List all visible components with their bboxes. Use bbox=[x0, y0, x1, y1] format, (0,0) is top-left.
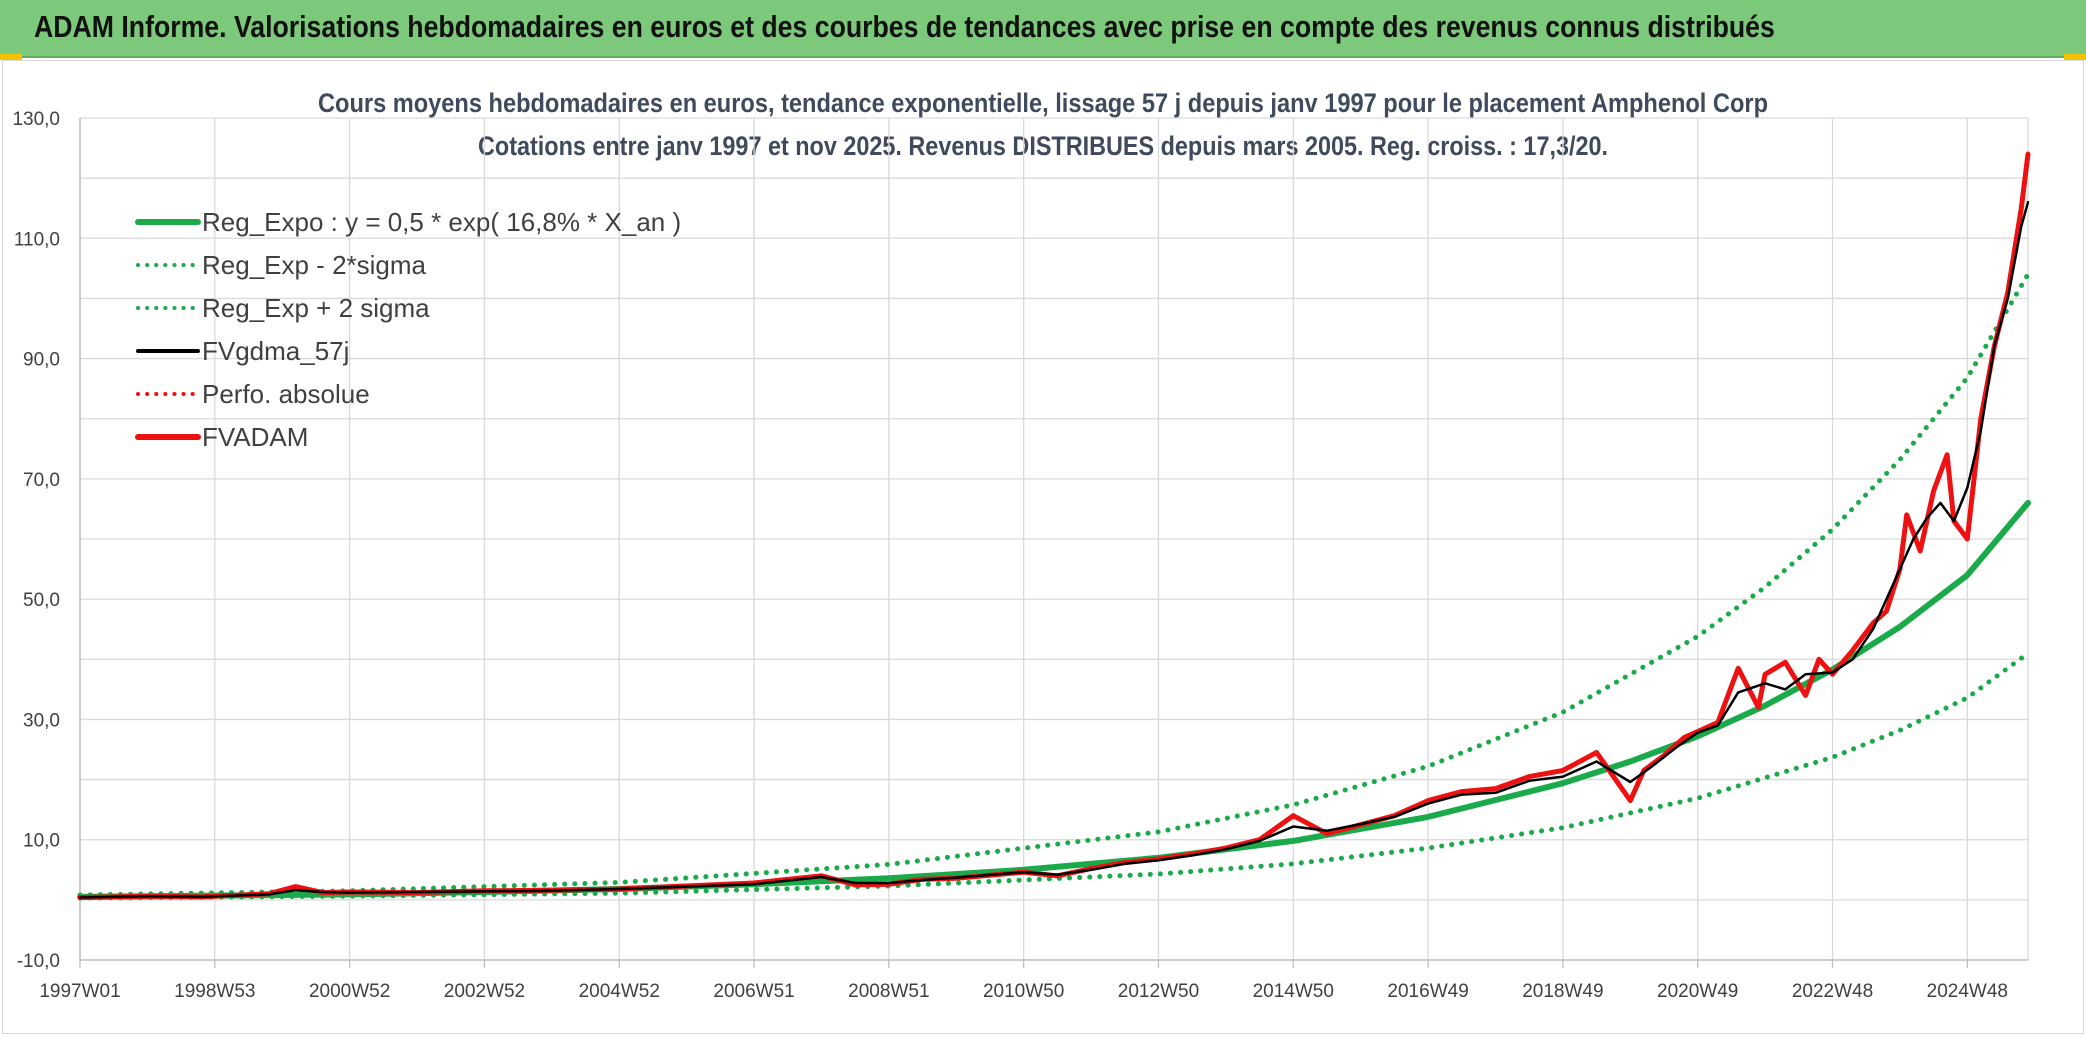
series-reg-plus-2sigma bbox=[77, 271, 2031, 898]
x-tick-label: 1997W01 bbox=[39, 981, 120, 1002]
y-tick-label: 90,0 bbox=[23, 350, 60, 371]
y-tick-label: 10,0 bbox=[23, 831, 60, 852]
legend-label-upper: Reg_Exp + 2 sigma bbox=[202, 293, 430, 323]
banner-corner-left bbox=[0, 54, 22, 60]
x-tick-label: 2004W52 bbox=[579, 981, 660, 1002]
legend: Reg_Expo : y = 0,5 * exp( 16,8% * X_an )… bbox=[135, 207, 681, 452]
report-banner: ADAM Informe. Valorisations hebdomadaire… bbox=[0, 0, 2086, 60]
grid bbox=[79, 117, 2029, 961]
chart-frame bbox=[2, 60, 2084, 1034]
y-tick-label: 110,0 bbox=[14, 229, 60, 250]
x-tick-label: 2012W50 bbox=[1118, 981, 1199, 1002]
series-reg-expo bbox=[77, 499, 2031, 900]
axes: -10,0 10,0 30,0 50,0 70,0 90,0 110,0 130,0 1997W… bbox=[12, 109, 2028, 1002]
series-lines bbox=[77, 151, 2031, 901]
x-tick-label: 1998W53 bbox=[174, 981, 255, 1002]
legend-label-lower: Reg_Exp - 2*sigma bbox=[202, 250, 427, 280]
x-tick-label: 2006W51 bbox=[713, 981, 794, 1002]
y-tick-label: -10,0 bbox=[17, 951, 60, 972]
legend-label-fvgdma: FVgdma_57j bbox=[202, 336, 349, 366]
series-fvgdma-57j bbox=[78, 200, 2030, 899]
legend-label-fvadam: FVADAM bbox=[202, 422, 308, 452]
legend-label-reg: Reg_Expo : y = 0,5 * exp( 16,8% * X_an ) bbox=[202, 207, 681, 237]
chart-title-line-1: Cours moyens hebdomadaires en euros, ten… bbox=[318, 88, 1768, 118]
report-title: ADAM Informe. Valorisations hebdomadaire… bbox=[34, 9, 1775, 44]
x-tick-label: 2018W49 bbox=[1522, 981, 1603, 1002]
x-tick-label: 2020W49 bbox=[1657, 981, 1738, 1002]
y-tick-label: 70,0 bbox=[23, 470, 60, 491]
x-tick-label: 2022W48 bbox=[1792, 981, 1873, 1002]
x-tick-label: 2008W51 bbox=[848, 981, 929, 1002]
x-tick-label: 2000W52 bbox=[309, 981, 390, 1002]
x-tick-label: 2014W50 bbox=[1253, 981, 1334, 1002]
y-tick-label: 130,0 bbox=[12, 109, 60, 130]
y-tick-label: 30,0 bbox=[23, 710, 60, 731]
x-tick-label: 2016W49 bbox=[1387, 981, 1468, 1002]
banner-corner-right bbox=[2064, 54, 2086, 60]
x-tick-label: 2002W52 bbox=[444, 981, 525, 1002]
series-reg-minus-2sigma bbox=[77, 650, 2031, 901]
chart-title-line-2: Cotations entre janv 1997 et nov 2025. R… bbox=[478, 131, 1608, 161]
y-tick-label: 50,0 bbox=[23, 590, 60, 611]
x-tick-label: 2010W50 bbox=[983, 981, 1064, 1002]
legend-label-perfo: Perfo. absolue bbox=[202, 379, 370, 409]
x-tick-label: 2024W48 bbox=[1927, 981, 2008, 1002]
